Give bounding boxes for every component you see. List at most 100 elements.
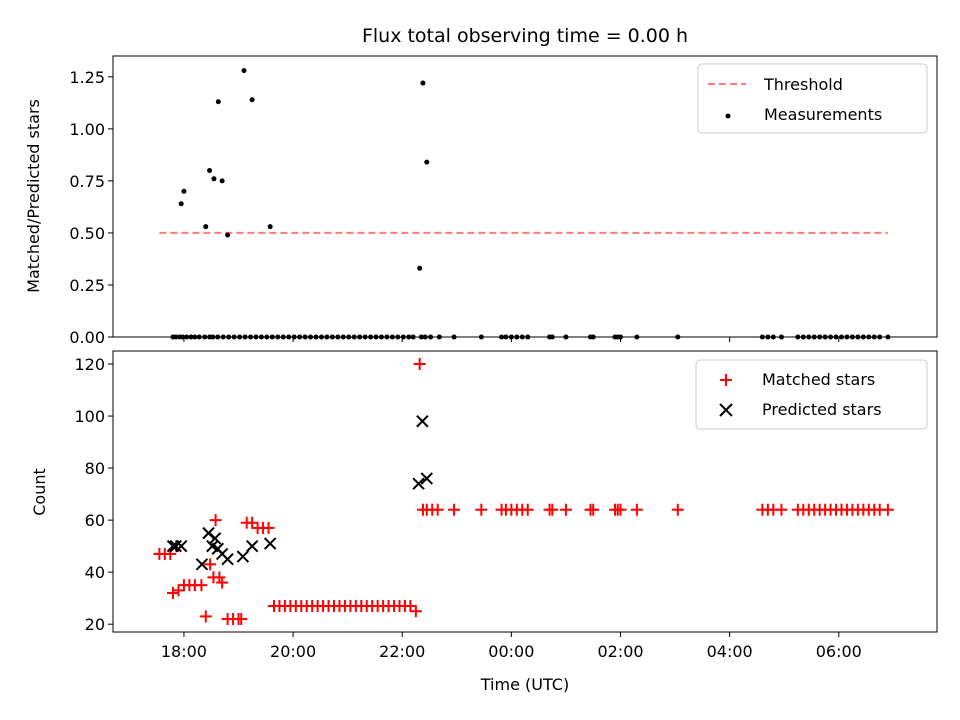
measurement-point bbox=[297, 334, 303, 340]
measurement-point bbox=[833, 334, 839, 340]
measurement-point bbox=[389, 334, 395, 340]
measurement-point bbox=[253, 334, 259, 340]
matched-stars-point bbox=[775, 503, 788, 516]
matched-stars-point bbox=[172, 584, 185, 597]
measurement-point bbox=[302, 334, 308, 340]
matched-stars-point bbox=[262, 521, 275, 534]
measurement-point bbox=[267, 224, 273, 230]
top-panel: 0.00 0.25 0.50 0.75 1.00 1.25 Matched/Predict… bbox=[24, 55, 938, 347]
matched-stars-point bbox=[204, 558, 217, 571]
measurement-point bbox=[181, 188, 187, 194]
bottom-panel-frame bbox=[112, 350, 938, 633]
matched-stars-point bbox=[216, 576, 229, 589]
y-tick-label: 20 bbox=[85, 615, 105, 634]
y-tick-label: 0.50 bbox=[69, 224, 105, 243]
measurement-point bbox=[335, 334, 341, 340]
measurement-point bbox=[318, 334, 324, 340]
measurement-point bbox=[286, 334, 292, 340]
matched-stars-point bbox=[209, 514, 222, 527]
y-tick-label: 80 bbox=[85, 459, 105, 478]
measurement-point bbox=[173, 334, 179, 340]
y-tick-label: 60 bbox=[85, 511, 105, 530]
predicted-stars-point bbox=[236, 550, 250, 563]
measurement-point bbox=[384, 334, 390, 340]
measurement-point bbox=[866, 334, 872, 340]
matched-stars-point bbox=[246, 516, 259, 529]
measurement-point bbox=[203, 224, 209, 230]
measurement-point bbox=[178, 201, 184, 207]
measurement-point bbox=[211, 176, 217, 182]
measurement-point bbox=[351, 334, 357, 340]
measurement-point bbox=[400, 334, 406, 340]
matched-stars-point bbox=[235, 612, 248, 625]
measurement-point bbox=[549, 334, 555, 340]
measurement-point bbox=[778, 334, 784, 340]
top-legend-box bbox=[697, 63, 928, 134]
measurement-point bbox=[329, 334, 335, 340]
measurement-point bbox=[420, 80, 426, 86]
predicted-stars-point bbox=[169, 539, 182, 553]
matched-stars-point bbox=[167, 586, 180, 599]
measurement-point bbox=[196, 334, 202, 340]
measurement-point bbox=[849, 334, 855, 340]
measurement-point bbox=[885, 334, 891, 340]
measurement-point bbox=[451, 334, 457, 340]
matched-stars-point bbox=[195, 579, 208, 592]
measurement-point bbox=[226, 334, 232, 340]
y-tick-label: 1.25 bbox=[69, 68, 105, 87]
legend-measurements-swatch bbox=[725, 113, 731, 119]
measurement-point bbox=[378, 334, 384, 340]
measurement-point bbox=[675, 334, 681, 340]
measurement-point bbox=[269, 334, 275, 340]
measurement-point bbox=[525, 334, 531, 340]
measurement-point bbox=[828, 334, 834, 340]
measurement-point bbox=[759, 334, 765, 340]
y-tick-label: 1.00 bbox=[69, 120, 105, 139]
measurement-point bbox=[192, 334, 198, 340]
measurement-point bbox=[368, 334, 374, 340]
measurement-point bbox=[806, 334, 812, 340]
predicted-stars-point bbox=[175, 539, 188, 553]
predicted-stars-point bbox=[263, 537, 277, 550]
measurement-point bbox=[210, 334, 216, 340]
measurement-point bbox=[362, 334, 368, 340]
measurement-point bbox=[424, 159, 430, 165]
measurement-point bbox=[634, 334, 640, 340]
measurement-point bbox=[313, 334, 319, 340]
measurement-point bbox=[508, 334, 514, 340]
predicted-stars-point bbox=[416, 415, 429, 428]
measurement-point bbox=[188, 334, 194, 340]
x-tick-label: 06:00 bbox=[816, 642, 862, 661]
measurement-point bbox=[346, 334, 352, 340]
top-y-axis: 0.00 0.25 0.50 0.75 1.00 1.25 bbox=[69, 68, 113, 347]
legend-matched-swatch bbox=[720, 374, 732, 386]
measurement-point bbox=[770, 334, 776, 340]
measurement-point bbox=[822, 334, 828, 340]
measurement-point bbox=[291, 334, 297, 340]
measurement-point bbox=[184, 334, 190, 340]
measurement-point bbox=[180, 334, 186, 340]
measurement-point bbox=[514, 334, 520, 340]
measurement-point bbox=[264, 334, 270, 340]
measurement-point bbox=[357, 334, 363, 340]
matched-stars-point bbox=[413, 358, 426, 371]
measurement-point bbox=[839, 334, 845, 340]
bottom-panel: 20 40 60 80 100 120 18:00 20:00 22:00 00:00 02:00… bbox=[30, 350, 938, 694]
measurement-point bbox=[202, 334, 208, 340]
measurement-point bbox=[406, 334, 412, 340]
matched-stars-point bbox=[559, 503, 572, 516]
x-tick-label: 22:00 bbox=[379, 642, 425, 661]
measurement-point bbox=[308, 334, 314, 340]
matched-stars-point bbox=[404, 599, 417, 612]
chart-title: Flux total observing time = 0.00 h bbox=[362, 25, 688, 47]
measurement-point bbox=[855, 334, 861, 340]
matched-stars-point bbox=[630, 503, 643, 516]
y-tick-label: 0.00 bbox=[69, 328, 105, 347]
x-tick-label: 18:00 bbox=[161, 642, 207, 661]
bottom-legend: Matched stars Predicted stars bbox=[695, 359, 928, 430]
predicted-stars-point bbox=[208, 532, 222, 545]
measurement-point bbox=[410, 334, 416, 340]
matched-stars-point bbox=[475, 503, 488, 516]
x-tick-label: 20:00 bbox=[270, 642, 316, 661]
